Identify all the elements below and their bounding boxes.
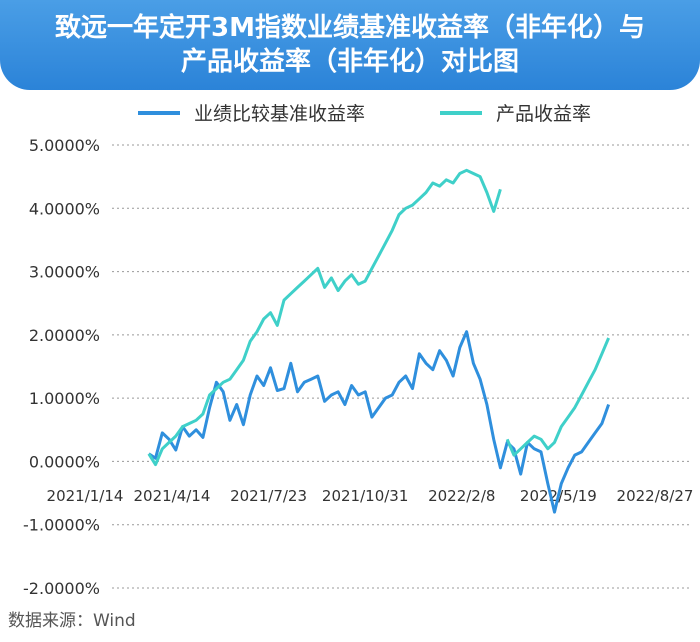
x-tick-label: 2021/7/23 [230,487,307,505]
legend-label: 产品收益率 [496,103,591,125]
series-line-product [147,168,502,467]
y-tick-label: 5.0000% [29,136,100,155]
y-tick-label: 4.0000% [29,199,100,218]
series-line-benchmark [147,330,611,514]
x-tick-label: 2021/4/14 [133,487,210,505]
x-tick-label: 2021/1/14 [47,487,124,505]
title-line-2: 产品收益率（非年化）对比图 [180,47,519,77]
y-tick-label: -2.0000% [23,579,100,598]
y-tick-label: -1.0000% [23,516,100,535]
series-line-product [505,337,610,457]
title-line-1: 致远一年定开3M指数业绩基准收益率（非年化）与 [55,13,645,43]
x-tick-label: 2021/10/31 [322,487,408,505]
source-note: 数据来源：Wind [8,611,136,631]
y-tick-label: 1.0000% [29,389,100,408]
legend-label: 业绩比较基准收益率 [194,103,365,125]
x-tick-label: 2022/2/8 [428,487,495,505]
x-tick-label: 2022/8/27 [617,487,694,505]
y-tick-label: 2.0000% [29,326,100,345]
title-banner: 致远一年定开3M指数业绩基准收益率（非年化）与 产品收益率（非年化）对比图 [0,0,700,90]
y-tick-label: 3.0000% [29,263,100,282]
y-tick-label: 0.0000% [29,452,100,471]
